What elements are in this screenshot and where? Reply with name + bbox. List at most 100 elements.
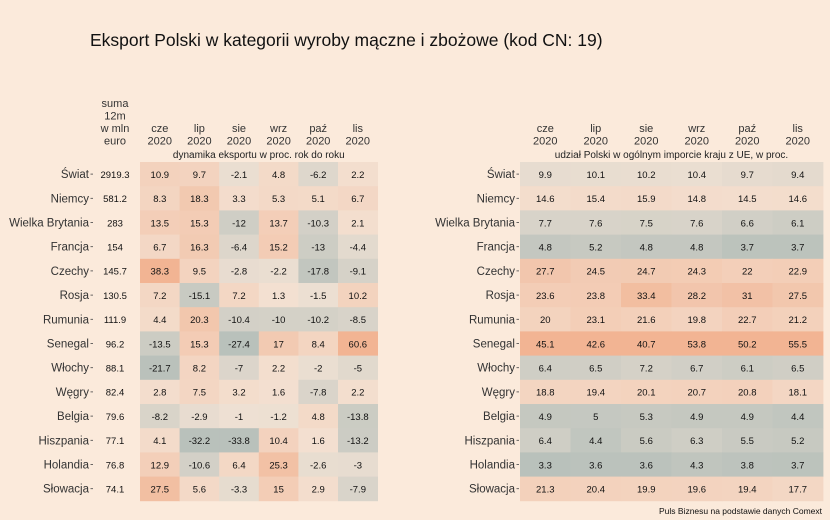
heatmap-cell — [179, 452, 220, 477]
heatmap-cell — [722, 234, 773, 260]
cell-value-label: 14.5 — [738, 194, 757, 205]
cell-value-label: 3.3 — [539, 460, 552, 471]
cell-value-label: 24.3 — [688, 267, 707, 278]
total-value-label: 145.7 — [103, 267, 127, 278]
cell-value-label: 22.9 — [789, 267, 808, 278]
heatmap-cell — [520, 307, 571, 332]
cell-value-label: -2.1 — [231, 170, 247, 181]
cell-value-label: 4.9 — [741, 412, 754, 423]
heatmap-cell — [338, 283, 378, 308]
cell-value-label: 38.3 — [151, 267, 170, 278]
cell-value-label: -13 — [311, 243, 325, 254]
heatmap-cell — [671, 307, 723, 332]
cell-value-label: 3.6 — [640, 460, 653, 471]
heatmap-cell — [722, 379, 773, 405]
cell-value-label: 53.8 — [688, 339, 707, 350]
total-value-label: 96.2 — [106, 339, 125, 350]
heatmap-cell — [722, 210, 773, 235]
cell-value-label: 10.2 — [637, 170, 656, 181]
heatmap-cell — [621, 476, 672, 502]
heatmap-cell — [772, 379, 824, 405]
cell-value-label: 6.4 — [539, 436, 552, 447]
panel-subtitle: udział Polski w ogólnym imporcie kraju z… — [555, 150, 788, 161]
heatmap-cell — [570, 428, 622, 453]
cell-value-label: 5.5 — [741, 436, 754, 447]
country-label: Niemcy — [477, 193, 516, 205]
heatmap-cell — [179, 355, 220, 381]
heatmap-cell — [570, 283, 622, 308]
heatmap-cell — [772, 162, 824, 187]
cell-value-label: -6.4 — [231, 243, 247, 254]
heatmap-cell — [298, 476, 339, 502]
cell-value-label: 15.3 — [190, 339, 209, 350]
heatmap-cell — [338, 331, 378, 356]
heatmap-cell — [570, 452, 622, 477]
cell-value-label: 2.2 — [272, 364, 285, 375]
heatmap-cell — [338, 258, 378, 284]
heatmap-cell — [520, 379, 571, 405]
cell-value-label: 15.4 — [587, 194, 606, 205]
heatmap-cell — [258, 379, 299, 405]
cell-value-label: -1.2 — [270, 412, 286, 423]
cell-value-label: 23.1 — [587, 315, 606, 326]
total-column-header: suma 12m w mln euro — [100, 98, 130, 148]
heatmap-cell — [298, 331, 339, 356]
cell-value-label: 24.5 — [587, 267, 606, 278]
heatmap-cell — [621, 162, 672, 187]
cell-value-label: 20.3 — [190, 315, 209, 326]
month-header: paź 2020 — [306, 123, 330, 148]
heatmap-cell — [179, 307, 220, 332]
cell-value-label: 5.6 — [193, 485, 206, 496]
month-header: lis 2020 — [346, 123, 370, 148]
heatmap-cell — [671, 162, 723, 187]
heatmap-cell — [520, 428, 571, 453]
heatmap-cell — [722, 428, 773, 453]
heatmap-cell — [520, 331, 571, 356]
heatmap-cell — [338, 307, 378, 332]
heatmap-cell — [179, 476, 220, 502]
chart-title: Eksport Polski w kategorii wyroby mączne… — [90, 30, 603, 50]
cell-value-label: 42.6 — [587, 339, 606, 350]
cell-value-label: 27.7 — [536, 267, 555, 278]
cell-value-label: -2.6 — [310, 460, 326, 471]
heatmap-cell — [338, 379, 378, 405]
total-value-label: 76.8 — [106, 460, 125, 471]
cell-value-label: 19.4 — [587, 388, 606, 399]
heatmap-cell — [338, 162, 378, 187]
cell-value-label: 7.7 — [539, 218, 552, 229]
heatmap-cell — [179, 258, 220, 284]
cell-value-label: 2.9 — [312, 485, 325, 496]
heatmap-cell — [258, 452, 299, 477]
heatmap-cell — [140, 452, 180, 477]
month-header: wrz 2020 — [266, 123, 290, 148]
cell-value-label: -2 — [314, 364, 322, 375]
heatmap-cell — [140, 404, 180, 429]
heatmap-cell — [258, 234, 299, 260]
cell-value-label: 17 — [273, 339, 284, 350]
cell-value-label: 50.2 — [738, 339, 757, 350]
heatmap-cell — [671, 283, 723, 308]
cell-value-label: -13.8 — [347, 412, 369, 423]
cell-value-label: 6.5 — [589, 364, 602, 375]
month-header: paź 2020 — [735, 123, 759, 148]
heatmap-cell — [140, 234, 180, 260]
cell-value-label: 4.8 — [272, 170, 285, 181]
cell-value-label: 3.8 — [741, 460, 754, 471]
heatmap-cell — [219, 404, 260, 429]
cell-value-label: 22 — [742, 267, 753, 278]
country-label: Francja — [477, 242, 516, 254]
heatmap-cell — [772, 283, 824, 308]
cell-value-label: 3.7 — [791, 460, 804, 471]
country-label: Holandia — [470, 460, 516, 472]
cell-value-label: 4.8 — [690, 243, 703, 254]
heatmap-cell — [722, 476, 773, 502]
heatmap-cell — [219, 283, 260, 308]
cell-value-label: -8.2 — [152, 412, 168, 423]
cell-value-label: 6.7 — [153, 243, 166, 254]
cell-value-label: 27.5 — [789, 291, 808, 302]
heatmap-cell — [338, 428, 378, 453]
heatmap-cell — [140, 283, 180, 308]
heatmap-cell — [140, 258, 180, 284]
heatmap-cell — [621, 258, 672, 284]
heatmap-cell — [570, 476, 622, 502]
